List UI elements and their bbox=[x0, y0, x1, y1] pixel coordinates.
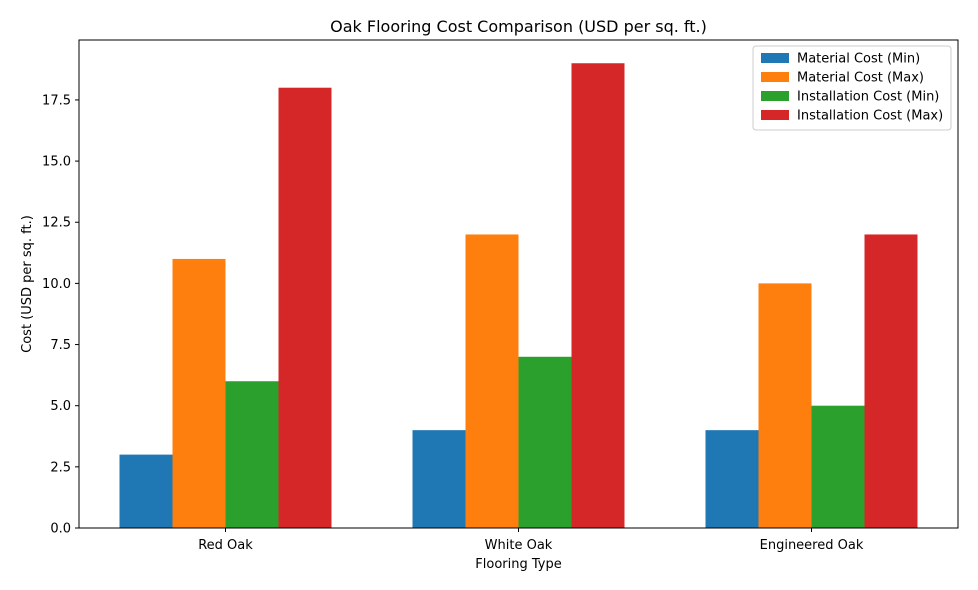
bar-engineered-oak-material-cost-min bbox=[705, 430, 759, 528]
bar-white-oak-installation-cost-max bbox=[571, 63, 625, 528]
y-axis: 0.0 2.5 5.0 7.5 10.0 12.5 15.0 17.5 bbox=[42, 93, 79, 537]
bar-red-oak-material-cost-max bbox=[172, 258, 226, 528]
legend-swatch bbox=[761, 91, 789, 101]
x-axis-label: Flooring Type bbox=[475, 557, 561, 572]
y-tick-label: 2.5 bbox=[50, 460, 71, 475]
legend-entry: Installation Cost (Min) bbox=[797, 90, 939, 105]
y-tick-label: 0.0 bbox=[50, 522, 71, 537]
y-tick-label: 12.5 bbox=[42, 216, 71, 231]
x-tick-label: Red Oak bbox=[198, 538, 253, 553]
bar-red-oak-material-cost-min bbox=[119, 454, 173, 528]
y-tick-label: 10.0 bbox=[42, 277, 71, 292]
legend-swatch bbox=[761, 110, 789, 120]
bars-group bbox=[119, 63, 918, 528]
plot-frame bbox=[78, 39, 959, 529]
legend-swatch bbox=[761, 72, 789, 82]
y-tick-label: 7.5 bbox=[50, 338, 71, 353]
bar-engineered-oak-installation-cost-min bbox=[811, 405, 865, 528]
legend-box bbox=[752, 45, 952, 131]
y-tick-label: 17.5 bbox=[42, 93, 71, 108]
bar-white-oak-material-cost-max bbox=[465, 234, 519, 528]
legend-swatch bbox=[761, 53, 789, 63]
legend-entry: Material Cost (Max) bbox=[797, 71, 924, 86]
y-tick-label: 5.0 bbox=[50, 399, 71, 414]
legend-entry: Material Cost (Min) bbox=[797, 52, 920, 67]
chart-title: Oak Flooring Cost Comparison (USD per sq… bbox=[330, 17, 707, 36]
bar-white-oak-installation-cost-min bbox=[518, 356, 572, 528]
bar-red-oak-installation-cost-max bbox=[278, 87, 332, 528]
bar-white-oak-material-cost-min bbox=[412, 430, 466, 528]
bar-engineered-oak-material-cost-max bbox=[758, 283, 812, 528]
bar-engineered-oak-installation-cost-max bbox=[864, 234, 918, 528]
bar-red-oak-installation-cost-min bbox=[225, 381, 279, 528]
x-tick-label: White Oak bbox=[485, 538, 553, 553]
legend: Material Cost (Min) Material Cost (Max) In… bbox=[752, 45, 952, 131]
legend-entry: Installation Cost (Max) bbox=[797, 109, 943, 124]
x-axis: Red Oak White Oak Engineered Oak bbox=[198, 528, 864, 553]
x-tick-label: Engineered Oak bbox=[760, 538, 864, 553]
y-axis-label: Cost (USD per sq. ft.) bbox=[20, 215, 35, 353]
y-tick-label: 15.0 bbox=[42, 155, 71, 170]
